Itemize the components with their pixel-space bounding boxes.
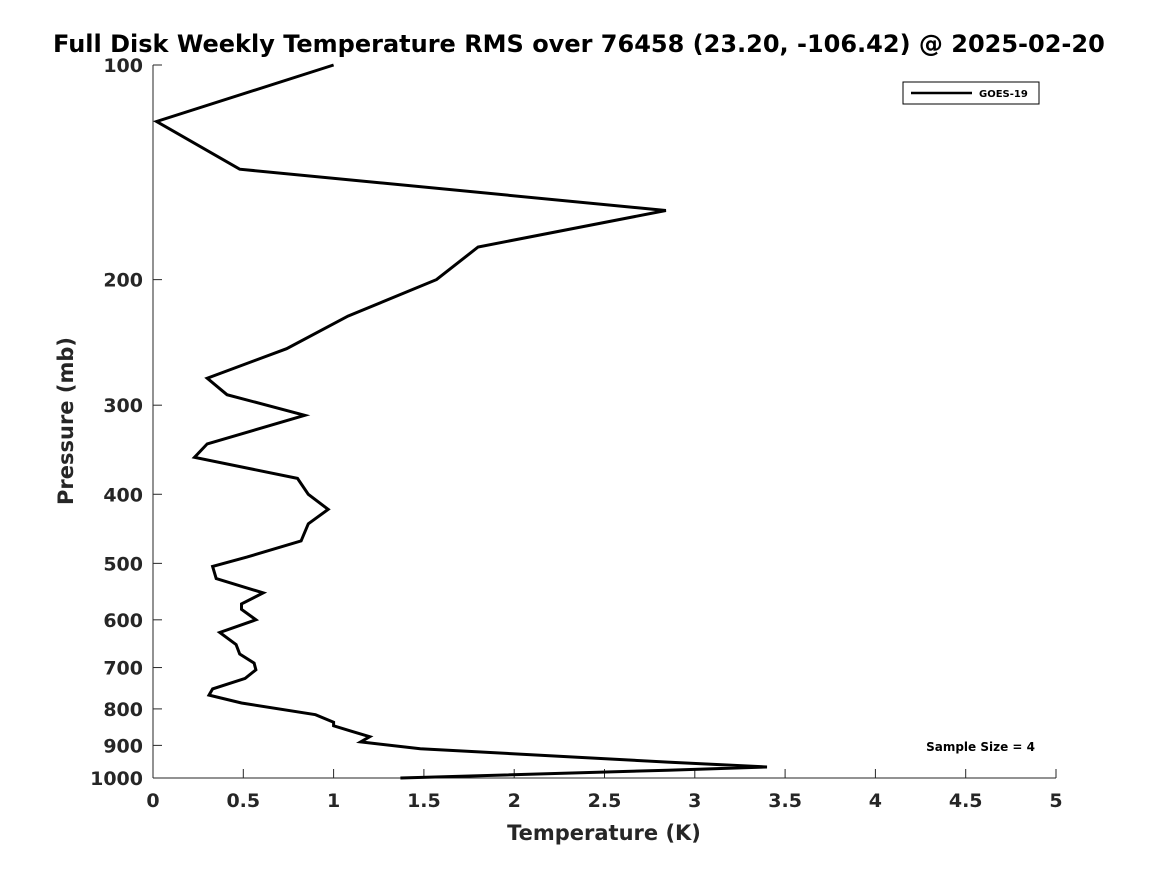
x-tick-label: 5 <box>1049 790 1062 812</box>
y-tick-label: 900 <box>103 735 143 757</box>
x-tick-label: 1 <box>327 790 340 812</box>
x-tick-label: 4 <box>869 790 882 812</box>
y-tick-label: 400 <box>103 484 143 506</box>
y-tick-label: 800 <box>103 699 143 721</box>
y-ticks: 100 200 300 400 500 600 700 800 900 1000 <box>90 55 162 790</box>
y-tick-label: 500 <box>103 553 143 575</box>
x-axis-label: Temperature (K) <box>507 821 701 845</box>
x-ticks: 0 0.5 1 1.5 2 2.5 3 3.5 4 4.5 5 <box>146 769 1063 812</box>
x-tick-label: 2.5 <box>588 790 622 812</box>
y-tick-label: 700 <box>103 658 143 680</box>
y-tick-label: 200 <box>103 270 143 292</box>
plot-area <box>153 65 1056 778</box>
series-group <box>152 63 768 780</box>
y-tick-label: 600 <box>103 610 143 632</box>
series-line-goes-19 <box>152 63 768 780</box>
legend: GOES-19 <box>902 81 1040 105</box>
chart-title: Full Disk Weekly Temperature RMS over 76… <box>53 30 1105 58</box>
y-tick-label: 300 <box>103 395 143 417</box>
sample-size-annotation: Sample Size = 4 <box>926 740 1035 754</box>
y-axis-label: Pressure (mb) <box>54 337 78 505</box>
x-tick-label: 0.5 <box>226 790 260 812</box>
x-tick-label: 0 <box>146 790 159 812</box>
x-tick-label: 4.5 <box>949 790 983 812</box>
legend-label: GOES-19 <box>979 89 1028 100</box>
y-tick-label: 100 <box>103 55 143 77</box>
x-tick-label: 3 <box>688 790 701 812</box>
y-tick-label: 1000 <box>90 768 143 790</box>
x-tick-label: 3.5 <box>768 790 802 812</box>
x-tick-label: 1.5 <box>407 790 441 812</box>
x-tick-label: 2 <box>508 790 521 812</box>
